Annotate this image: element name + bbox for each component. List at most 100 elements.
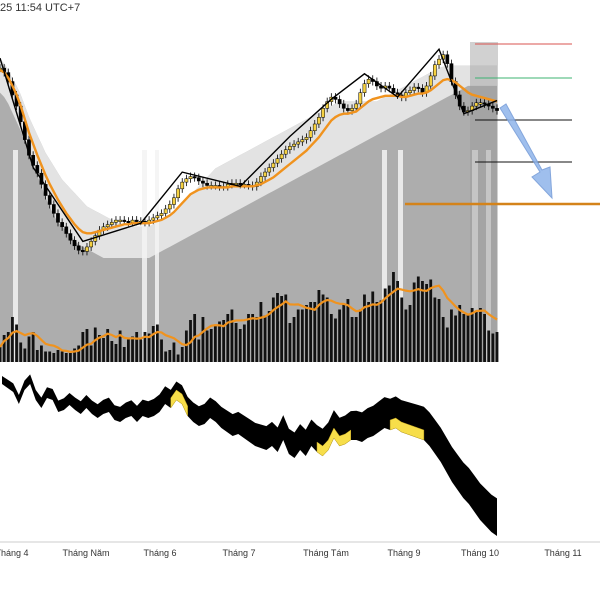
volume-bar-14 — [56, 350, 60, 362]
candle-body-74 — [304, 137, 309, 140]
candle-body-86 — [354, 103, 359, 109]
candle-body-48 — [196, 177, 201, 182]
volume-bar-49 — [201, 317, 205, 362]
volume-bar-48 — [197, 339, 201, 362]
volume-bar-88 — [363, 294, 366, 362]
highlight-band-1 — [142, 150, 147, 362]
volume-bar-105 — [433, 297, 437, 362]
cloud-layer — [0, 58, 497, 363]
candle-body-71 — [292, 143, 296, 147]
volume-bar-33 — [135, 332, 139, 362]
candle-body-17 — [68, 233, 73, 241]
volume-bar-71 — [292, 317, 296, 362]
volume-bar-93 — [383, 288, 387, 362]
volume-bar-67 — [276, 293, 279, 362]
volume-bar-114 — [470, 308, 474, 362]
candle-body-18 — [72, 239, 77, 247]
volume-bar-72 — [296, 309, 300, 362]
candle-body-66 — [271, 162, 276, 168]
volume-bar-86 — [354, 317, 358, 362]
x-tick-label: Tháng 11 — [544, 548, 582, 558]
candle-body-87 — [358, 92, 363, 105]
volume-bar-28 — [114, 344, 118, 362]
candle-body-73 — [300, 139, 305, 143]
candle-body-70 — [288, 146, 292, 150]
candle-body-0 — [0, 67, 2, 70]
volume-bar-5 — [19, 342, 23, 362]
volume-bar-52 — [213, 326, 217, 362]
oscillator-positive-area-1 — [316, 427, 351, 457]
volume-bar-76 — [313, 302, 317, 362]
volume-bar-51 — [209, 329, 213, 362]
volume-bar-65 — [267, 311, 271, 362]
candle-body-72 — [296, 141, 301, 145]
candle-body-39 — [159, 213, 164, 216]
candle-body-99 — [408, 90, 412, 93]
candle-body-104 — [428, 75, 433, 87]
volume-bar-84 — [346, 299, 350, 362]
volume-bar-4 — [15, 324, 18, 362]
volume-bar-98 — [404, 309, 408, 362]
candle-body-83 — [341, 103, 346, 109]
volume-bar-57 — [234, 323, 238, 362]
candle-body-32 — [130, 219, 135, 223]
volume-bar-45 — [184, 330, 188, 362]
volume-bar-75 — [309, 302, 313, 362]
volume-bar-31 — [126, 339, 130, 362]
candle-body-106 — [437, 58, 441, 66]
volume-bar-97 — [400, 297, 404, 362]
volume-bar-40 — [164, 351, 168, 362]
candle-body-46 — [188, 176, 193, 180]
volume-bar-95 — [392, 272, 395, 362]
volume-bar-103 — [425, 284, 428, 362]
candle-body-50 — [205, 182, 209, 186]
candle-body-30 — [122, 219, 127, 222]
candle-body-117 — [482, 102, 487, 105]
candle-body-11 — [43, 184, 48, 196]
volume-bar-62 — [255, 317, 259, 362]
volume-bar-73 — [300, 309, 304, 362]
volume-bar-118 — [487, 330, 491, 362]
candle-body-89 — [366, 79, 371, 85]
volume-bar-94 — [387, 285, 391, 362]
volume-bar-8 — [31, 332, 35, 362]
volume-bar-27 — [110, 341, 114, 362]
volume-bar-110 — [454, 315, 457, 362]
volume-bar-74 — [305, 305, 308, 362]
x-tick-label: Tháng 6 — [143, 548, 177, 558]
candle-body-37 — [151, 217, 156, 221]
price-levels — [405, 43, 600, 206]
volume-bar-53 — [218, 321, 221, 362]
volume-bar-69 — [284, 294, 288, 362]
volume-bar-56 — [230, 309, 234, 362]
candle-body-13 — [51, 204, 56, 214]
volume-bar-113 — [466, 314, 470, 362]
candle-body-28 — [114, 219, 118, 223]
volume-bar-12 — [48, 351, 52, 362]
candle-body-42 — [172, 197, 176, 205]
chart-timestamp: 25 11:54 UTC+7 — [0, 2, 81, 14]
volume-bar-39 — [160, 339, 163, 362]
volume-bar-61 — [251, 314, 255, 362]
highlight-band-3 — [382, 150, 387, 362]
volume-bar-50 — [205, 330, 209, 362]
volume-bar-64 — [263, 315, 267, 362]
candle-body-105 — [433, 64, 437, 77]
cloud-band — [0, 58, 497, 258]
volume-bar-23 — [93, 327, 97, 362]
volume-bar-102 — [421, 281, 424, 362]
volume-bar-115 — [474, 311, 478, 362]
candle-body-49 — [201, 180, 205, 184]
ema-path — [0, 69, 498, 235]
candle-body-120 — [495, 108, 499, 111]
candle-body-43 — [176, 188, 180, 199]
volume-bar-0 — [0, 347, 2, 362]
x-tick-label: Tháng Năm — [62, 548, 110, 558]
candle-body-14 — [56, 213, 60, 223]
volume-bar-43 — [176, 354, 180, 362]
volume-bar-34 — [139, 339, 143, 362]
volume-bar-107 — [441, 317, 445, 362]
volume-bar-58 — [238, 329, 242, 362]
volume-bar-60 — [247, 314, 250, 362]
